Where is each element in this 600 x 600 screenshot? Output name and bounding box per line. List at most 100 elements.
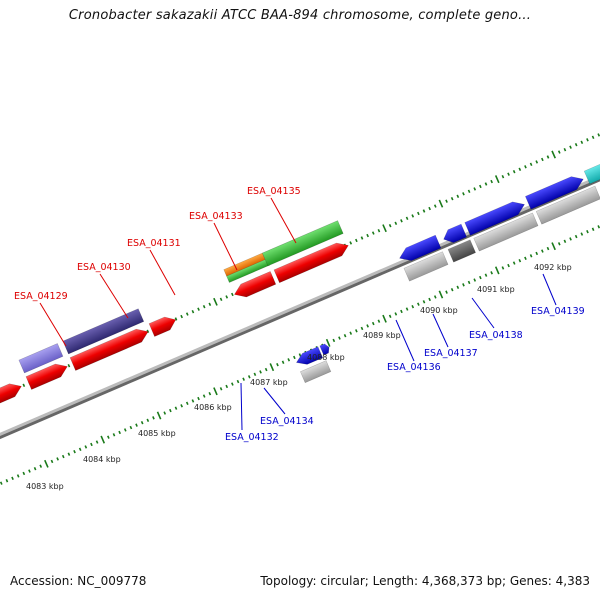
gene-red[interactable] — [0, 380, 24, 421]
gene-label[interactable]: ESA_04139 — [531, 306, 585, 317]
scale-tick — [569, 237, 572, 241]
scale-tick — [264, 367, 268, 372]
scale-tick — [118, 430, 121, 435]
gene-red[interactable] — [273, 239, 351, 284]
scale-tick — [180, 314, 183, 319]
scale-tick — [546, 246, 550, 251]
gene-label[interactable]: ESA_04132 — [225, 432, 279, 443]
gene-blue[interactable] — [319, 343, 331, 356]
scale-tick — [135, 423, 138, 427]
scale-tick — [417, 211, 420, 216]
gene-blue[interactable] — [525, 173, 586, 210]
scale-tick — [90, 442, 93, 447]
gene-gray[interactable] — [473, 212, 539, 252]
scale-tick — [73, 450, 76, 454]
gene-red[interactable] — [232, 271, 277, 300]
scale-tick — [123, 428, 127, 432]
gene-navy[interactable] — [62, 308, 145, 355]
gene-red[interactable] — [148, 313, 178, 337]
gene-label[interactable]: ESA_04133 — [189, 211, 243, 222]
scale-label: 4087 kbp — [250, 378, 288, 387]
scale-tick — [445, 290, 448, 294]
scale-tick — [360, 326, 364, 331]
gene-gray[interactable] — [403, 251, 449, 282]
scale-tick — [377, 228, 381, 233]
scale-tick — [490, 179, 493, 184]
gene-label[interactable]: ESA_04131 — [127, 238, 181, 249]
scale-tick — [456, 285, 460, 289]
scale-tick — [524, 165, 527, 169]
gene-label[interactable]: ESA_04135 — [247, 186, 301, 197]
scale-tick — [501, 174, 505, 179]
scale-tick — [100, 435, 106, 444]
gene-red[interactable] — [25, 360, 70, 390]
scale-label: 4088 kbp — [307, 353, 345, 362]
scale-tick — [107, 435, 110, 439]
scale-tick — [163, 411, 167, 415]
scale-tick — [456, 194, 460, 198]
scale-tick — [169, 408, 172, 413]
scale-tick — [541, 249, 544, 253]
gene-label[interactable]: ESA_04134 — [260, 416, 314, 427]
scale-tick — [529, 162, 533, 167]
scale-tick — [394, 221, 398, 225]
gene-gray[interactable] — [535, 185, 600, 225]
gene-lavender[interactable] — [18, 343, 64, 374]
gene-blue[interactable] — [397, 234, 442, 264]
gene-label[interactable]: ESA_04130 — [77, 262, 131, 273]
scale-tick — [5, 479, 9, 483]
gene-label[interactable]: ESA_04137 — [424, 348, 478, 359]
scale-tick — [563, 239, 567, 244]
gene-label[interactable]: ESA_04138 — [469, 330, 523, 341]
scale-tick — [39, 464, 43, 468]
scale-tick — [569, 145, 572, 149]
gene-blue[interactable] — [294, 346, 324, 368]
scale-tick — [22, 471, 26, 476]
scale-tick — [591, 135, 595, 140]
gene-gray[interactable] — [300, 360, 332, 384]
scale-ticks-inner — [0, 225, 600, 485]
scale-tick — [479, 275, 482, 280]
scale-tick — [298, 353, 302, 357]
gene-blue[interactable] — [464, 198, 527, 236]
scale-tick — [208, 391, 212, 396]
gene-darkgray[interactable] — [447, 239, 476, 263]
scale-tick — [56, 457, 59, 461]
scale-tick — [202, 305, 206, 309]
scale-tick — [236, 379, 240, 384]
scale-label: 4084 kbp — [83, 455, 121, 464]
scale-tick — [490, 271, 493, 275]
scale-tick — [219, 297, 223, 302]
scale-tick — [377, 319, 381, 323]
scale-tick — [557, 242, 561, 246]
scale-tick — [112, 433, 116, 437]
scale-tick — [433, 295, 437, 299]
gene-red[interactable] — [69, 325, 151, 371]
scale-tick — [213, 297, 218, 306]
gene-label[interactable]: ESA_04129 — [14, 291, 68, 302]
gene-cyan[interactable] — [583, 154, 600, 185]
scale-tick — [293, 355, 296, 360]
scale-label: 4083 kbp — [26, 482, 64, 491]
scale-tick — [422, 300, 426, 304]
gene-blue[interactable] — [441, 223, 467, 246]
scale-label: 4090 kbp — [420, 306, 458, 315]
scale-tick — [450, 197, 454, 201]
scale-tick — [213, 387, 218, 396]
scale-tick — [146, 418, 150, 422]
scale-tick — [580, 232, 584, 236]
scale-tick — [563, 147, 567, 152]
scale-tick — [518, 167, 522, 171]
scale-tick — [597, 225, 600, 229]
scale-tick — [551, 242, 556, 251]
scale-tick — [479, 184, 482, 189]
gene-green[interactable] — [262, 220, 344, 267]
scale-tick — [16, 474, 20, 478]
scale-tick — [524, 256, 527, 260]
scale-tick — [247, 375, 251, 379]
scale-tick — [225, 295, 229, 299]
gene-label[interactable]: ESA_04136 — [387, 362, 441, 373]
scale-tick — [529, 254, 533, 258]
scale-tick — [174, 317, 178, 321]
